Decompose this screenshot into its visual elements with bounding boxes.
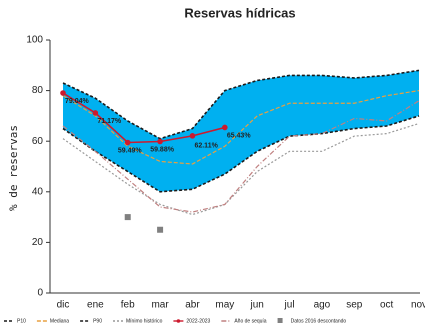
- legend-swatch: [176, 319, 181, 323]
- value-label: 59.49%: [118, 147, 143, 154]
- x-tick-label: oct: [380, 300, 394, 311]
- x-tick-label: mar: [151, 300, 169, 311]
- legend-label: Datos 2016 descontando: [291, 318, 347, 324]
- x-tick-label: jul: [284, 300, 295, 311]
- y-axis-label: % de reservas: [7, 125, 20, 211]
- point: [157, 138, 163, 145]
- legend-swatch: [277, 318, 283, 323]
- y-tick-label: 80: [32, 85, 44, 96]
- point: [157, 226, 164, 233]
- legend-label: Mediana: [50, 318, 69, 324]
- series-line: [62, 100, 420, 213]
- series-line: [62, 92, 226, 144]
- y-tick-label: 60: [32, 136, 44, 147]
- x-tick-label: ago: [314, 300, 331, 311]
- y-tick-label: 40: [32, 186, 44, 197]
- x-tick-label: abr: [185, 300, 200, 311]
- chart-title: Reservas hídricas: [184, 5, 295, 20]
- series-line: [62, 69, 420, 140]
- series-line: [62, 115, 420, 193]
- legend-label: 2022-2023: [186, 318, 210, 324]
- x-tick-label: dic: [57, 300, 70, 311]
- value-label: 62.11%: [194, 143, 218, 150]
- value-label: 65.43%: [227, 132, 252, 139]
- legend-label: Año de sequía: [234, 318, 266, 324]
- point: [92, 110, 99, 116]
- x-tick-label: sep: [346, 300, 363, 311]
- x-tick-label: ene: [87, 300, 104, 311]
- value-label: 79.04%: [65, 98, 90, 105]
- value-label: 71.17%: [97, 118, 122, 125]
- band: [63, 70, 419, 192]
- legend-label: P10: [17, 318, 26, 324]
- series-line: [62, 90, 420, 165]
- x-tick-label: jun: [250, 300, 264, 311]
- y-tick-label: 0: [37, 288, 43, 299]
- point: [60, 90, 66, 96]
- y-tick-label: 20: [32, 237, 44, 248]
- point: [222, 124, 228, 131]
- series-line: [62, 122, 420, 216]
- legend-label: P90: [93, 318, 102, 324]
- x-tick-label: may: [215, 300, 234, 311]
- point: [189, 133, 196, 139]
- point: [124, 214, 131, 221]
- x-tick-label: feb: [121, 300, 135, 311]
- y-tick-label: 100: [26, 35, 43, 46]
- value-label: 59.88%: [150, 146, 175, 153]
- x-tick-label: nov: [411, 300, 425, 311]
- point: [124, 139, 131, 146]
- legend-label: Mínimo histórico: [126, 318, 163, 324]
